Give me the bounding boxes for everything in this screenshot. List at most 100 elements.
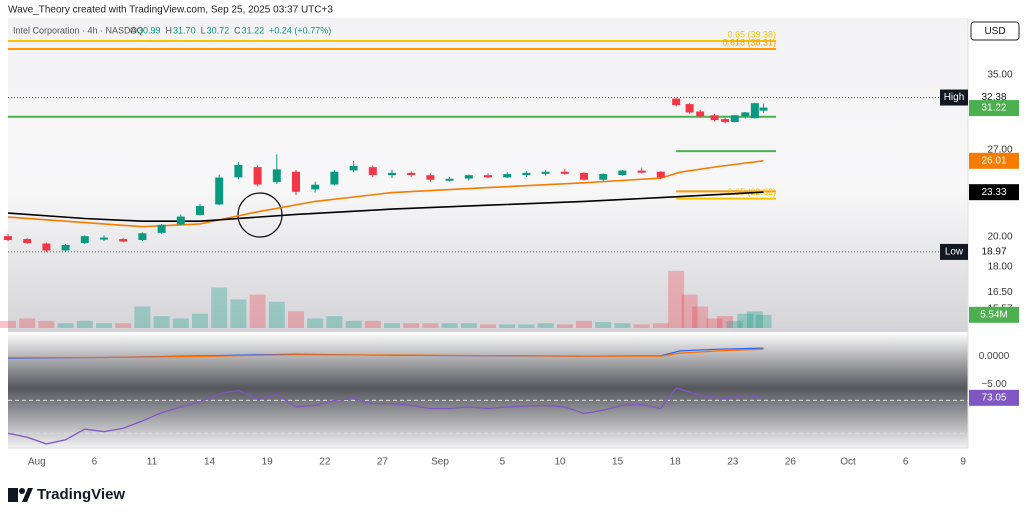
candle-body [388, 172, 396, 176]
candle-body [672, 98, 681, 106]
legend-key: C [234, 25, 241, 35]
x-tick-label: Oct [840, 457, 856, 468]
candle-body [292, 171, 300, 192]
candle-body [741, 112, 750, 117]
logo-mark[interactable] [8, 488, 18, 502]
volume-bar [441, 323, 458, 328]
x-tick-label: 10 [554, 457, 566, 468]
candle-body [710, 115, 719, 121]
legend-value: 31.70 [173, 25, 196, 35]
volume-bar [96, 323, 112, 328]
volume-bar [57, 323, 74, 328]
volume-bar [364, 320, 381, 328]
candle-body [522, 172, 531, 176]
axis-tag-value: 32.38 [981, 92, 1006, 103]
volume-bar [499, 324, 516, 328]
candle-body [253, 167, 262, 185]
currency-box[interactable] [970, 21, 1020, 41]
volume-bar [556, 324, 573, 328]
volume-bar [717, 316, 734, 328]
y-tick-label: 18.00 [987, 262, 1012, 273]
volume-bar [692, 306, 709, 328]
volume-bar [211, 287, 228, 328]
macd-pane [8, 332, 968, 388]
legend-key: O [130, 25, 137, 35]
legend-value: 31.22 [242, 25, 265, 35]
logo-slash[interactable] [22, 488, 33, 502]
candle-body [407, 172, 416, 176]
x-tick-label: 23 [727, 457, 739, 468]
macd-line [8, 348, 764, 359]
currency[interactable]: USD [984, 26, 1005, 37]
volume-bar [576, 320, 592, 328]
volume-bar [706, 318, 723, 328]
candle-body [484, 175, 492, 178]
candle-body [503, 174, 512, 178]
price-tag: 31.22 [981, 103, 1006, 114]
rsi-tag: 73.05 [981, 392, 1006, 403]
legend-key: H [166, 25, 173, 35]
x-tick-label: 26 [785, 457, 797, 468]
volume-bar [268, 301, 285, 328]
volume-bar [726, 320, 743, 328]
price-tag: 26.01 [981, 155, 1006, 166]
volume-bar [384, 323, 400, 328]
candle-body [426, 175, 435, 180]
rsi-tag-bg [969, 389, 1019, 406]
y-tick-label: 35.00 [987, 70, 1012, 81]
volume-bar [746, 311, 763, 328]
candle-body [599, 174, 608, 180]
axis-tag-bg [969, 243, 1019, 260]
candle-body [618, 170, 627, 176]
rsi-pane [8, 388, 968, 448]
fib-label: 0.618 (38.31) [722, 37, 776, 47]
volume-bar [249, 294, 266, 328]
x-tick-label: 27 [377, 457, 389, 468]
candle-body [23, 239, 32, 243]
volume-bar [518, 324, 535, 328]
price-tag-bg [969, 184, 1019, 201]
candle-body [311, 184, 320, 190]
price-tag-bg [969, 100, 1019, 117]
x-tick-label: 18 [670, 457, 682, 468]
volume-bar [652, 323, 669, 328]
brand[interactable]: TradingView [37, 486, 125, 503]
volume-bar [134, 306, 151, 328]
moving-average [7, 160, 764, 228]
x-tick-label: 6 [92, 457, 98, 468]
brand-logo[interactable]: TradingView [8, 486, 125, 503]
volume-bar [19, 318, 36, 328]
candle-body [272, 169, 281, 183]
candle-body [138, 233, 147, 241]
volume-bar [595, 322, 612, 328]
legend-change: +0.24 (+0.77%) [269, 25, 331, 35]
volume-bar [537, 323, 554, 328]
candle-body [685, 104, 694, 113]
volume-bar [633, 324, 650, 328]
fib-label: 0.65 (39.38) [727, 29, 776, 39]
candle-body [368, 167, 377, 176]
volume-bar [480, 324, 496, 328]
candle-body [750, 103, 759, 119]
candle-body [696, 111, 705, 117]
candle-body [80, 236, 89, 243]
candle-body [330, 171, 339, 185]
candle-body [349, 166, 358, 171]
volume-tag-bg [969, 306, 1019, 323]
x-tick-label: 5 [500, 457, 506, 468]
candle-body [721, 119, 730, 123]
x-tick-label: 22 [319, 457, 331, 468]
y-tick-label: 20.00 [987, 231, 1012, 242]
candle-body [445, 178, 454, 181]
candle-body [61, 244, 70, 251]
candle-body [42, 243, 51, 251]
volume-bar [172, 318, 189, 328]
volume-bar [755, 314, 772, 328]
volume-bar [288, 311, 304, 328]
volume-tag: 5.54M [980, 309, 1008, 320]
logo-dot[interactable] [19, 488, 25, 494]
volume-bar [153, 316, 170, 328]
candle-body [759, 107, 768, 111]
price-tag-bg [969, 152, 1019, 169]
